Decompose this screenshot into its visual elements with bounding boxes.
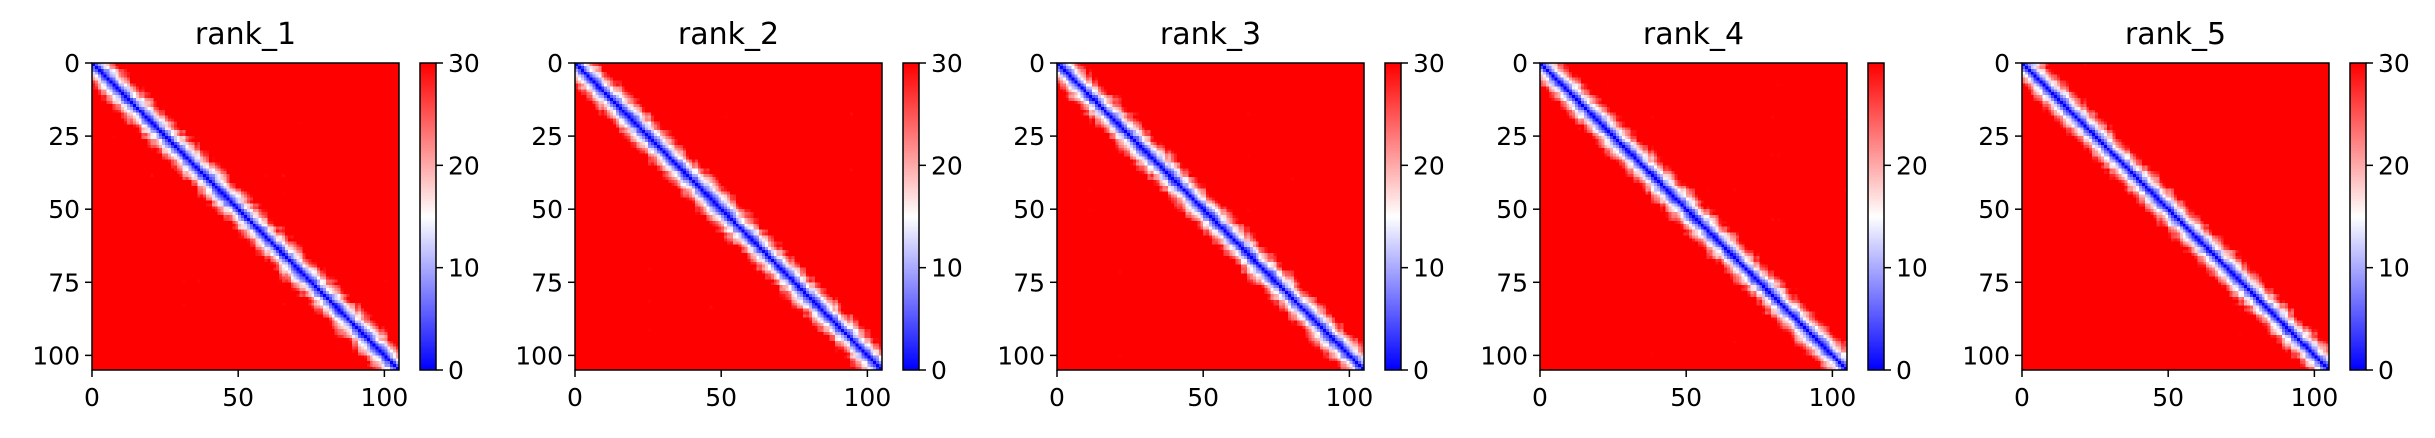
x-tick-label: 50 (1187, 383, 1219, 412)
colorbar-tick-label: 0 (931, 356, 947, 385)
colorbar (903, 63, 919, 370)
colorbar (2350, 63, 2366, 370)
y-tick-label: 0 (1512, 49, 1528, 78)
x-tick-label: 0 (1532, 383, 1548, 412)
heatmap-image (1540, 63, 1847, 370)
colorbar-tick-label: 20 (448, 151, 480, 180)
x-tick-label: 100 (1326, 383, 1374, 412)
y-tick-label: 50 (48, 195, 80, 224)
y-tick-label: 75 (1978, 268, 2010, 297)
x-tick-label: 50 (1670, 383, 1702, 412)
heatmap-image (92, 63, 399, 370)
x-tick-label: 50 (2152, 383, 2184, 412)
y-tick-label: 50 (1496, 195, 1528, 224)
y-tick-label: 75 (48, 268, 80, 297)
axes-frame (574, 62, 883, 371)
x-tick-label: 100 (2291, 383, 2339, 412)
y-tick-label: 100 (32, 341, 80, 370)
y-tick-label: 50 (1978, 195, 2010, 224)
colorbar-tick-label: 10 (1413, 254, 1445, 283)
x-tick-label: 0 (1049, 383, 1065, 412)
y-tick-label: 75 (1013, 268, 1045, 297)
y-tick-label: 50 (1013, 195, 1045, 224)
chart-title: rank_3 (1160, 17, 1261, 52)
colorbar-frame (902, 62, 920, 371)
colorbar-tick-label: 20 (1896, 151, 1928, 180)
x-tick-label: 100 (844, 383, 892, 412)
y-tick-label: 100 (1480, 341, 1528, 370)
x-tick-label: 100 (1809, 383, 1857, 412)
heatmap-image (575, 63, 882, 370)
colorbar-tick-label: 20 (931, 151, 963, 180)
colorbar-tick-label: 10 (448, 254, 480, 283)
y-tick-label: 25 (1013, 122, 1045, 151)
y-tick-label: 0 (547, 49, 563, 78)
colorbar-tick-label: 0 (1413, 356, 1429, 385)
axes-frame (2021, 62, 2330, 371)
y-tick-label: 100 (997, 341, 1045, 370)
axes-frame (1539, 62, 1848, 371)
colorbar (420, 63, 436, 370)
heatmap-image (2022, 63, 2329, 370)
colorbar-tick-label: 20 (1413, 151, 1445, 180)
y-tick-label: 75 (1496, 268, 1528, 297)
colorbar-tick-label: 30 (448, 49, 480, 78)
colorbar-tick-label: 30 (931, 49, 963, 78)
chart-title: rank_2 (678, 17, 779, 52)
colorbar-tick-label: 0 (2378, 356, 2394, 385)
y-tick-label: 100 (515, 341, 563, 370)
x-tick-label: 50 (222, 383, 254, 412)
colorbar-tick-label: 20 (2378, 151, 2410, 180)
x-tick-label: 50 (705, 383, 737, 412)
y-tick-label: 25 (48, 122, 80, 151)
y-tick-label: 25 (531, 122, 563, 151)
colorbar-tick-label: 10 (931, 254, 963, 283)
y-tick-label: 0 (1029, 49, 1045, 78)
chart-title: rank_5 (2125, 17, 2226, 52)
x-tick-label: 100 (361, 383, 409, 412)
colorbar-tick-label: 30 (2378, 49, 2410, 78)
axes-frame (1056, 62, 1365, 371)
x-tick-label: 0 (2014, 383, 2030, 412)
chart-title: rank_4 (1643, 17, 1744, 52)
colorbar-frame (1384, 62, 1402, 371)
colorbar (1385, 63, 1401, 370)
y-tick-label: 25 (1496, 122, 1528, 151)
colorbar (1868, 63, 1884, 370)
colorbar-tick-label: 30 (1413, 49, 1445, 78)
colorbar-frame (419, 62, 437, 371)
y-tick-label: 25 (1978, 122, 2010, 151)
x-tick-label: 0 (84, 383, 100, 412)
y-tick-label: 75 (531, 268, 563, 297)
colorbar-frame (1867, 62, 1885, 371)
y-tick-label: 0 (1994, 49, 2010, 78)
colorbar-frame (2349, 62, 2367, 371)
y-tick-label: 100 (1962, 341, 2010, 370)
heatmap-image (1057, 63, 1364, 370)
y-tick-label: 50 (531, 195, 563, 224)
colorbar-tick-label: 10 (1896, 254, 1928, 283)
colorbar-tick-label: 0 (448, 356, 464, 385)
y-tick-label: 0 (64, 49, 80, 78)
colorbar-tick-label: 0 (1896, 356, 1912, 385)
colorbar-tick-label: 10 (2378, 254, 2410, 283)
chart-title: rank_1 (195, 17, 296, 52)
axes-frame (91, 62, 400, 371)
x-tick-label: 0 (567, 383, 583, 412)
